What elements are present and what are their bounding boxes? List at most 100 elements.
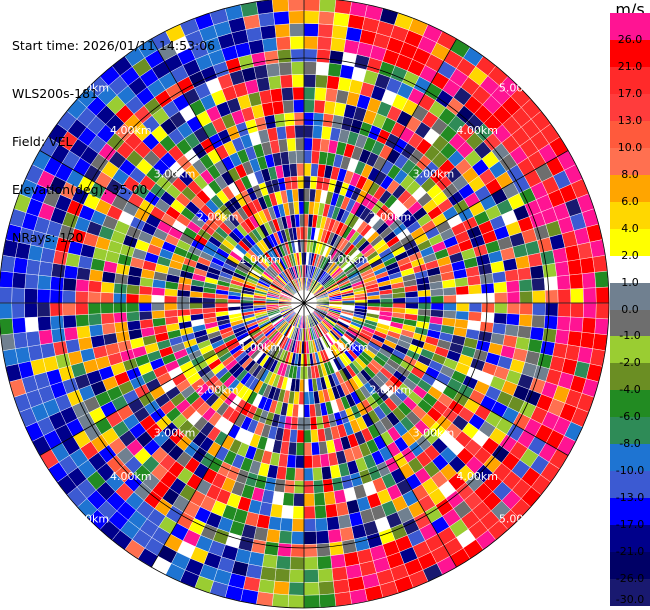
ppi-cell bbox=[260, 24, 277, 40]
ppi-cell bbox=[256, 591, 274, 607]
range-ring-label: 2.00km bbox=[370, 383, 412, 396]
ppi-cell bbox=[303, 594, 321, 609]
ppi-cell bbox=[315, 61, 330, 76]
ppi-cell bbox=[504, 324, 520, 338]
ppi-cell bbox=[542, 262, 558, 279]
ppi-cell bbox=[256, 76, 271, 92]
ppi-cell bbox=[285, 467, 296, 481]
ppi-cell bbox=[24, 316, 39, 333]
ppi-cell bbox=[269, 87, 283, 103]
azimuth-spoke bbox=[303, 302, 457, 568]
ppi-cell bbox=[443, 302, 457, 312]
ppi-cell bbox=[326, 516, 341, 531]
ppi-cell bbox=[311, 454, 322, 469]
ppi-cell bbox=[543, 315, 559, 330]
ppi-cell bbox=[504, 268, 520, 282]
ppi-cell bbox=[332, 12, 350, 28]
ppi-cell bbox=[88, 324, 104, 338]
ppi-cell bbox=[189, 308, 204, 316]
ppi-cell bbox=[75, 314, 90, 328]
ppi-cell bbox=[332, 578, 350, 594]
ppi-cell bbox=[303, 61, 317, 75]
ppi-cell bbox=[271, 0, 289, 13]
ppi-cell bbox=[455, 285, 470, 296]
ppi-cell bbox=[88, 268, 104, 282]
ppi-cell bbox=[303, 505, 316, 520]
ppi-cell bbox=[62, 302, 76, 316]
colorbar-tick-label: -21.0 bbox=[615, 545, 645, 559]
ppi-cell bbox=[271, 593, 289, 608]
colorbar-swatch bbox=[610, 120, 650, 149]
ppi-cell bbox=[313, 479, 325, 494]
ppi-cell bbox=[303, 391, 310, 405]
colorbar-tick-label: 8.0 bbox=[621, 167, 639, 181]
ppi-cell bbox=[303, 10, 320, 25]
ppi-cell bbox=[303, 543, 318, 558]
ppi-cell bbox=[291, 531, 305, 545]
ppi-cell bbox=[379, 298, 394, 304]
ppi-cell bbox=[271, 100, 285, 115]
ppi-cell bbox=[258, 89, 273, 105]
ppi-cell bbox=[163, 295, 178, 304]
ppi-cell bbox=[262, 37, 278, 53]
ppi-cell bbox=[303, 404, 311, 418]
ppi-cell bbox=[455, 310, 470, 321]
ppi-cell bbox=[265, 62, 281, 78]
ppi-cell bbox=[303, 124, 314, 139]
ppi-cell bbox=[301, 252, 305, 266]
ppi-cell bbox=[303, 48, 318, 63]
ppi-cell bbox=[330, 37, 346, 53]
ppi-cell bbox=[278, 61, 293, 76]
azimuth-spoke bbox=[303, 38, 457, 304]
ppi-cell bbox=[323, 491, 337, 506]
ppi-cell bbox=[317, 36, 333, 51]
ppi-cell bbox=[263, 49, 280, 65]
azimuth-spoke bbox=[39, 302, 305, 456]
ppi-cell bbox=[318, 10, 335, 26]
ppi-cell bbox=[493, 281, 508, 294]
ppi-cell bbox=[75, 278, 90, 292]
ppi-cell bbox=[314, 504, 327, 519]
ppi-cell bbox=[592, 255, 608, 273]
ppi-cell bbox=[13, 331, 29, 349]
azimuth-spoke bbox=[151, 38, 305, 304]
ppi-cell bbox=[579, 331, 595, 349]
ppi-cell bbox=[542, 327, 558, 344]
ppi-cell bbox=[75, 290, 89, 304]
ppi-cell bbox=[303, 569, 319, 583]
ppi-cell bbox=[341, 300, 355, 304]
ppi-cell bbox=[506, 291, 521, 304]
colorbar-swatch bbox=[610, 552, 650, 580]
ppi-cell bbox=[289, 23, 305, 37]
ppi-cell bbox=[62, 277, 77, 292]
ppi-cell bbox=[317, 23, 334, 38]
colorbar-swatch bbox=[610, 93, 650, 122]
ppi-cell bbox=[325, 503, 339, 519]
ppi-cell bbox=[138, 285, 153, 296]
ppi-cell bbox=[321, 465, 333, 481]
ppi-cell bbox=[543, 276, 559, 291]
ppi-cell bbox=[479, 272, 494, 285]
ppi-cell bbox=[202, 297, 216, 304]
ppi-cell bbox=[392, 302, 406, 309]
ppi-cell bbox=[227, 302, 241, 308]
ppi-cell bbox=[417, 302, 432, 310]
ppi-cell bbox=[519, 290, 534, 304]
ppi-cell bbox=[327, 528, 343, 544]
ppi-cell bbox=[49, 289, 64, 304]
colorbar-swatch bbox=[610, 525, 650, 553]
ppi-cell bbox=[292, 505, 305, 520]
ppi-cell bbox=[294, 124, 305, 139]
ppi-cell bbox=[273, 113, 286, 128]
ppi-cell bbox=[50, 327, 66, 344]
ppi-cell bbox=[151, 310, 166, 320]
colorbar-swatch bbox=[610, 147, 650, 176]
ppi-cell bbox=[570, 288, 584, 304]
ppi-cell bbox=[309, 416, 318, 431]
ppi-cell bbox=[456, 302, 470, 312]
azimuth-spoke bbox=[303, 150, 569, 304]
ppi-cell bbox=[299, 226, 305, 240]
ppi-cell bbox=[62, 314, 77, 329]
ppi-cell bbox=[295, 137, 305, 151]
